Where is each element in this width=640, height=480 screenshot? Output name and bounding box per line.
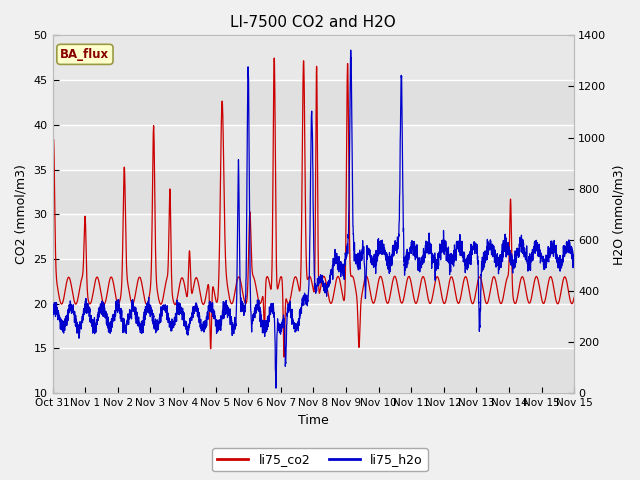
Bar <box>52 125 574 169</box>
Bar <box>52 348 574 393</box>
Bar <box>52 259 574 304</box>
Text: BA_flux: BA_flux <box>60 48 109 61</box>
Y-axis label: H2O (mmol/m3): H2O (mmol/m3) <box>612 164 625 264</box>
Bar <box>52 169 574 214</box>
Legend: li75_co2, li75_h2o: li75_co2, li75_h2o <box>212 448 428 471</box>
Bar <box>52 214 574 259</box>
Bar <box>52 80 574 125</box>
Bar <box>52 36 574 80</box>
Title: LI-7500 CO2 and H2O: LI-7500 CO2 and H2O <box>230 15 396 30</box>
Y-axis label: CO2 (mmol/m3): CO2 (mmol/m3) <box>15 164 28 264</box>
Bar <box>52 304 574 348</box>
X-axis label: Time: Time <box>298 414 329 427</box>
